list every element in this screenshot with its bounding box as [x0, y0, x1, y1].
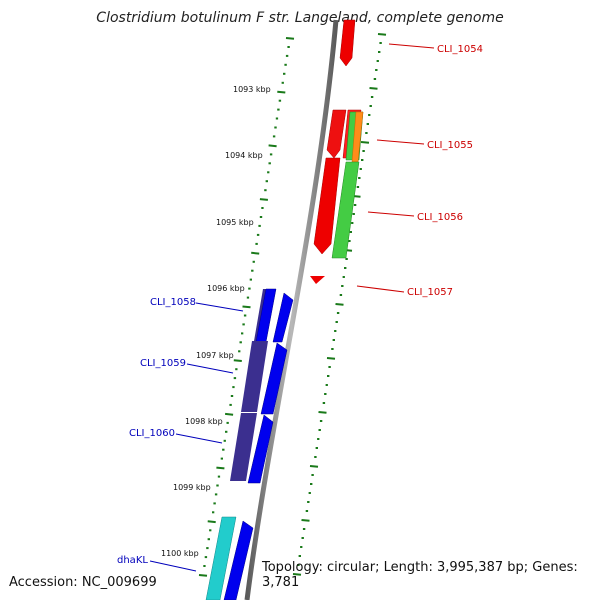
major-tick	[309, 465, 319, 468]
kbp-label: 1099 kbp	[173, 483, 211, 492]
gene-cli-1056[interactable]	[313, 157, 360, 259]
major-tick	[369, 87, 378, 90]
major-tick	[326, 357, 336, 360]
major-tick	[207, 520, 216, 524]
major-tick	[335, 303, 344, 306]
gene-cli-1058[interactable]	[254, 288, 294, 343]
gene-label-cli-1056[interactable]: CLI_1056	[417, 212, 463, 223]
gene-cli-1055-green[interactable]	[345, 111, 364, 163]
major-tick	[268, 144, 277, 148]
major-tick	[285, 37, 295, 40]
genome-backbone	[244, 19, 339, 600]
major-tick	[377, 33, 387, 36]
gene-label-cli-1060[interactable]: CLI_1060	[129, 428, 175, 439]
major-tick	[292, 573, 302, 576]
accession-text: Accession: NC_009699	[9, 575, 157, 590]
gene-label-cli-1057[interactable]: CLI_1057	[407, 287, 453, 298]
kbp-label: 1094 kbp	[225, 151, 263, 160]
major-tick	[242, 305, 251, 309]
major-tick	[277, 90, 286, 94]
gene-label-cli-1058[interactable]: CLI_1058	[150, 297, 196, 308]
outer-scale-ring	[292, 33, 387, 576]
gene-cli-1059[interactable]	[241, 341, 288, 415]
gene-cli-1057[interactable]	[310, 276, 325, 284]
major-tick	[216, 466, 225, 470]
gene-label-cli-1055[interactable]: CLI_1055	[427, 140, 473, 151]
major-tick	[198, 574, 208, 577]
kbp-labels: 1093 kbp 1094 kbp 1095 kbp 1096 kbp 1097…	[161, 85, 271, 558]
gene-cli-1060[interactable]	[230, 413, 274, 484]
major-tick	[360, 141, 370, 144]
callout-lines	[149, 43, 435, 572]
gene-label-cli-1054[interactable]: CLI_1054	[437, 44, 483, 55]
kbp-label: 1096 kbp	[207, 284, 245, 293]
major-tick	[301, 519, 310, 522]
gene-cli-1054[interactable]	[339, 19, 356, 67]
gene-label-dhakl[interactable]: dhaKL	[117, 555, 148, 566]
kbp-label: 1093 kbp	[233, 85, 271, 94]
kbp-label: 1098 kbp	[185, 417, 223, 426]
topology-text: Topology: circular; Length: 3,995,387 bp…	[262, 560, 578, 590]
gene-label-cli-1059[interactable]: CLI_1059	[140, 358, 186, 369]
major-tick	[225, 412, 234, 416]
major-tick	[251, 251, 260, 255]
gene-labels: CLI_1054 CLI_1055 CLI_1056 CLI_1057 CLI_…	[117, 44, 483, 566]
inner-scale-ring	[198, 37, 295, 577]
kbp-label: 1097 kbp	[196, 351, 234, 360]
major-tick	[233, 359, 242, 362]
gene-dhakl[interactable]	[205, 516, 254, 600]
map-title: Clostridium botulinum F str. Langeland, …	[96, 10, 504, 26]
kbp-label: 1100 kbp	[161, 549, 199, 558]
major-tick	[259, 198, 268, 201]
major-tick	[318, 411, 327, 414]
kbp-label: 1095 kbp	[216, 218, 254, 227]
